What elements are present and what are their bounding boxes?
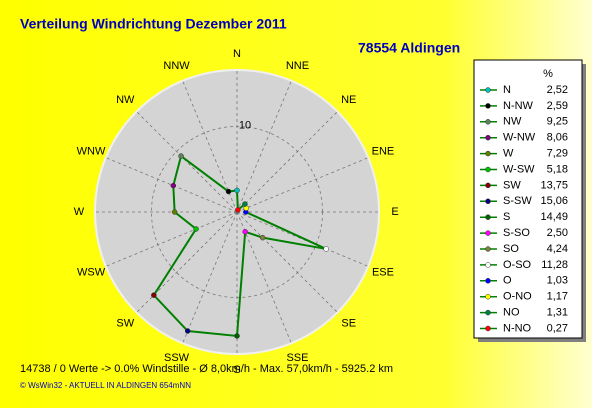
direction-label: W: [74, 206, 85, 218]
legend-label: S-SO: [503, 227, 530, 239]
point-marker: [242, 229, 248, 235]
legend-value: 7,29: [547, 148, 568, 160]
direction-label: ESE: [372, 266, 394, 278]
direction-label: NE: [341, 94, 356, 106]
point-marker: [184, 328, 191, 334]
legend-label: O: [503, 275, 512, 287]
legend-label: W-NW: [503, 132, 536, 144]
legend-swatch: [485, 230, 491, 236]
point-marker: [151, 292, 157, 298]
legend-value: 13,75: [540, 179, 568, 191]
direction-label: SE: [341, 318, 356, 330]
legend-value: 2,59: [547, 100, 568, 112]
legend-label: NO: [503, 307, 520, 319]
direction-label: E: [391, 206, 398, 218]
r-tick-label: 10: [239, 119, 251, 131]
direction-label: WNW: [77, 145, 106, 157]
legend-swatch: [485, 214, 491, 220]
legend-swatch: [485, 198, 491, 205]
footer-text: 14738 / 0 Werte -> 0.0% Windstille - Ø 8…: [20, 363, 393, 375]
legend-label: SO: [503, 243, 519, 255]
legend-swatch: [485, 166, 491, 173]
legend-label: W: [503, 148, 514, 160]
legend-value: 4,24: [547, 243, 568, 255]
grid-circle: [151, 126, 323, 298]
legend-label: O-SO: [503, 259, 532, 271]
point-marker: [234, 187, 240, 194]
legend-value: 1,03: [547, 275, 568, 287]
direction-label: NW: [116, 94, 135, 106]
legend-value: 1,31: [547, 307, 568, 319]
point-marker: [171, 209, 178, 215]
legend-value: 1,17: [547, 291, 568, 303]
legend-swatch: [485, 262, 491, 268]
legend-swatch: [485, 134, 491, 141]
direction-label: N: [233, 48, 241, 60]
direction-label: SSW: [164, 352, 190, 364]
direction-label: ENE: [372, 145, 395, 157]
legend-value: 14,49: [540, 211, 568, 223]
direction-label: NNE: [286, 60, 309, 72]
legend-value: 5,18: [547, 163, 568, 175]
point-marker: [242, 201, 248, 207]
chart-title: Verteilung Windrichtung Dezember 2011: [20, 16, 287, 32]
legend-label: S: [503, 211, 510, 223]
legend-swatch: [485, 150, 491, 157]
legend-value: 2,50: [547, 227, 568, 239]
legend-value: 15,06: [540, 195, 568, 207]
legend-swatch: [485, 325, 491, 332]
legend-value: 9,25: [547, 116, 568, 128]
point-marker: [323, 246, 329, 252]
point-marker: [170, 182, 177, 189]
point-marker: [259, 234, 266, 241]
legend-value: 11,28: [541, 259, 568, 271]
point-marker: [193, 226, 199, 232]
legend-swatch: [485, 119, 491, 125]
direction-label: S: [233, 364, 240, 376]
legend-label: N: [503, 84, 511, 96]
legend-swatch: [485, 293, 491, 300]
legend-label: O-NO: [503, 291, 532, 303]
legend-label: S-SW: [503, 195, 532, 207]
legend-label: N-NO: [503, 322, 532, 334]
direction-label: SSE: [286, 352, 308, 364]
legend-label: NW: [503, 116, 522, 128]
legend-value: 2,52: [547, 84, 568, 96]
legend-swatch: [485, 87, 491, 93]
legend-title: %: [543, 68, 553, 80]
legend-value: 0,27: [547, 322, 568, 334]
legend-swatch: [485, 278, 491, 284]
point-marker: [178, 153, 184, 159]
point-marker: [235, 207, 241, 213]
legend-swatch: [485, 103, 491, 109]
footer-credit: © WsWin32 - AKTUELL IN ALDINGEN 654mNN: [20, 381, 191, 390]
direction-label: NNW: [163, 60, 190, 72]
legend-label: W-SW: [503, 163, 535, 175]
legend-swatch: [485, 182, 491, 189]
legend-value: 8,06: [547, 132, 568, 144]
point-marker: [225, 188, 232, 195]
chart-subtitle: 78554 Aldingen: [358, 40, 460, 56]
point-marker: [234, 333, 240, 339]
legend-swatch: [485, 246, 491, 252]
legend-swatch: [485, 309, 491, 316]
direction-label: SW: [116, 318, 134, 330]
legend-label: SW: [503, 179, 521, 191]
legend-label: N-NW: [503, 100, 534, 112]
direction-label: WSW: [77, 266, 106, 278]
